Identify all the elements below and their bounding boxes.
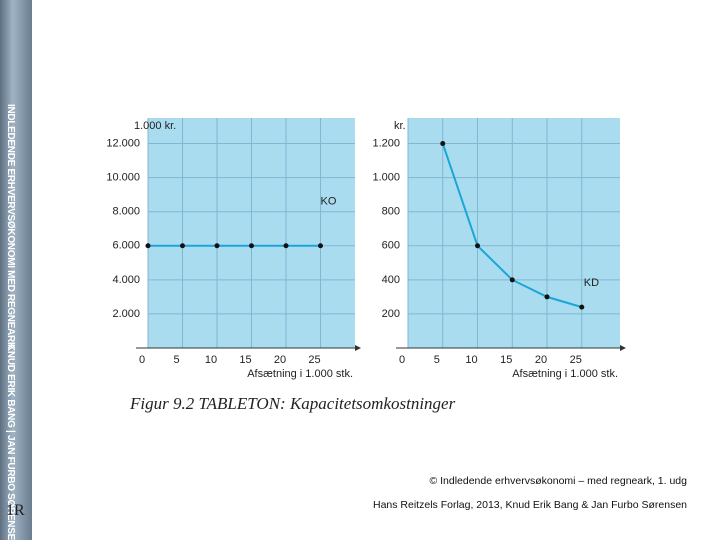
figure-caption: Figur 9.2 TABLETON: Kapacitetsomkostning… (130, 394, 456, 413)
x-tick-label: 25 (570, 354, 582, 366)
y-axis-label: 1.000 kr. (134, 120, 176, 132)
axis-arrow (620, 345, 626, 351)
y-tick-label: 12.000 (106, 137, 140, 149)
x-tick-label: 15 (500, 354, 512, 366)
y-tick-label: 10.000 (106, 172, 140, 184)
x-tick-label: 10 (205, 354, 217, 366)
y-tick-label: 800 (382, 206, 400, 218)
y-tick-label: 4.000 (112, 274, 140, 286)
data-point (318, 243, 323, 249)
annotation: KD (584, 277, 599, 289)
y-tick-label: 2.000 (112, 308, 140, 320)
x-tick-label: 5 (434, 354, 440, 366)
x-tick-label: 10 (465, 354, 477, 366)
x-tick-label: 25 (308, 354, 320, 366)
data-point (249, 243, 254, 249)
axis-arrow (355, 345, 361, 351)
x-tick-label: 5 (173, 354, 179, 366)
x-tick-label: 0 (399, 354, 405, 366)
data-point (440, 141, 446, 147)
data-point (180, 243, 185, 249)
data-point (145, 243, 151, 249)
copyright: Hans Reitzels Forlag, 2013, Knud Erik Ba… (373, 499, 687, 511)
data-point (214, 243, 220, 249)
plot-area (408, 118, 620, 348)
data-point (283, 243, 289, 249)
x-axis-label: Afsætning i 1.000 stk. (512, 368, 618, 380)
x-tick-label: 0 (139, 354, 145, 366)
y-tick-label: 600 (382, 240, 400, 252)
y-axis-label: kr. (394, 120, 406, 132)
data-point (544, 294, 550, 300)
data-point (579, 304, 585, 310)
data-point (509, 277, 515, 283)
annotation: KO (321, 196, 337, 208)
sidebar: INDLEDENDE ERHVERVSØKONOMI MED REGNEARK … (0, 0, 32, 547)
y-tick-label: 400 (382, 274, 400, 286)
x-tick-label: 20 (274, 354, 286, 366)
x-tick-label: 20 (535, 354, 547, 366)
page-number: 1R (6, 502, 25, 519)
y-tick-label: 1.200 (372, 137, 400, 149)
y-tick-label: 200 (382, 308, 400, 320)
x-tick-label: 15 (239, 354, 251, 366)
data-point (475, 243, 481, 249)
copyright: © Indledende erhvervsøkonomi – med regne… (429, 475, 687, 487)
y-tick-label: 1.000 (372, 172, 400, 184)
y-tick-label: 8.000 (112, 206, 140, 218)
y-tick-label: 6.000 (112, 240, 140, 252)
x-axis-label: Afsætning i 1.000 stk. (247, 368, 353, 380)
